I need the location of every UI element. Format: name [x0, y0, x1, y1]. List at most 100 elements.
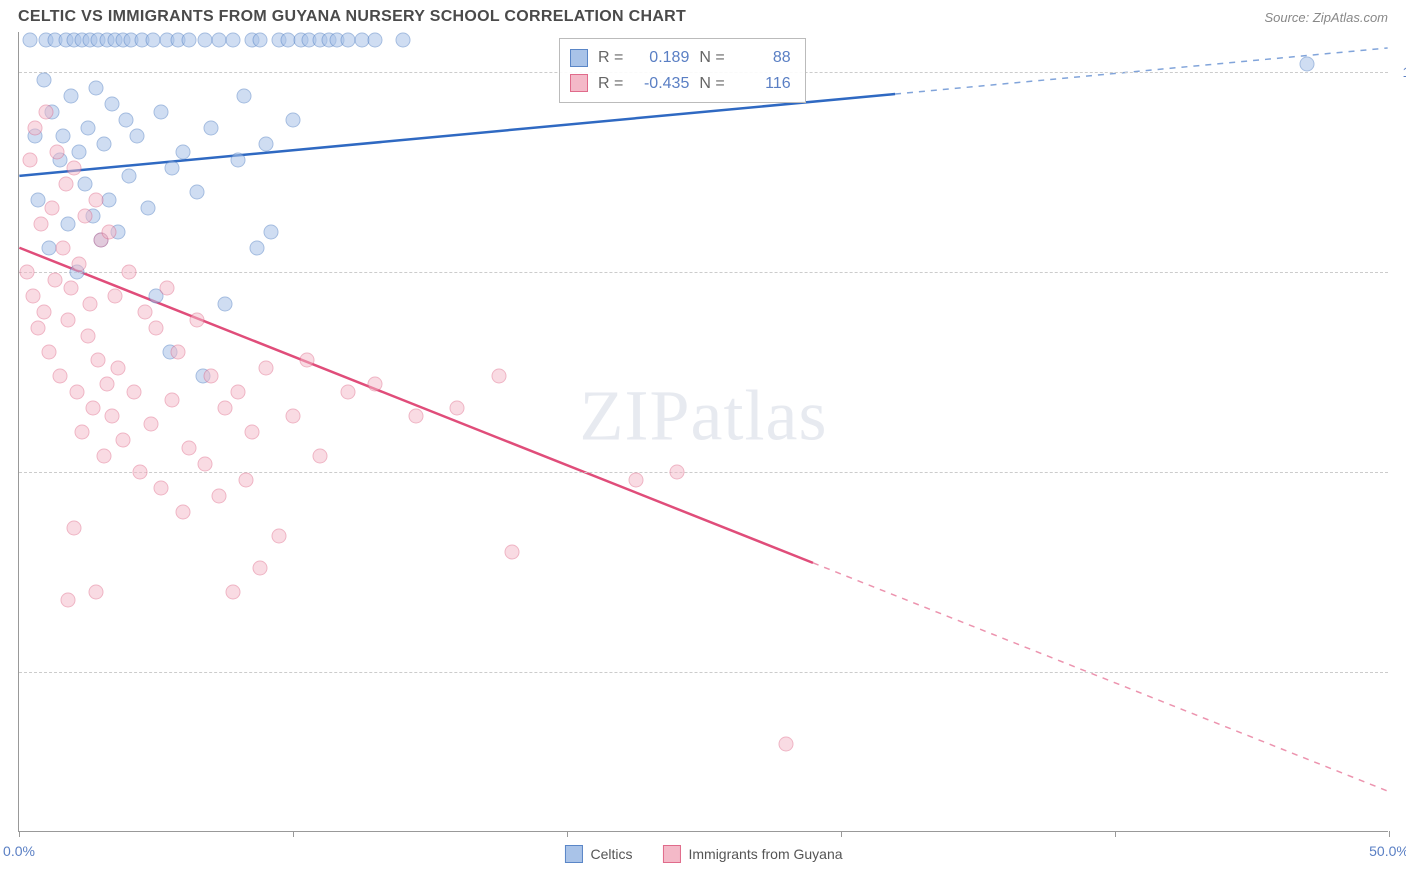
- data-point: [102, 193, 117, 208]
- data-point: [395, 33, 410, 48]
- data-point: [69, 385, 84, 400]
- data-point: [132, 465, 147, 480]
- data-point: [61, 217, 76, 232]
- data-point: [258, 137, 273, 152]
- chart-header: CELTIC VS IMMIGRANTS FROM GUYANA NURSERY…: [0, 0, 1406, 32]
- stat-n-guyana: 116: [735, 71, 791, 97]
- data-point: [129, 129, 144, 144]
- x-tick-label: 0.0%: [3, 843, 35, 859]
- stat-r-label: R =: [598, 71, 623, 97]
- data-point: [154, 481, 169, 496]
- data-point: [22, 33, 37, 48]
- stat-n-celtics: 88: [735, 45, 791, 71]
- data-point: [181, 33, 196, 48]
- data-point: [239, 473, 254, 488]
- data-point: [96, 137, 111, 152]
- data-point: [140, 201, 155, 216]
- x-tick: [19, 831, 20, 837]
- data-point: [299, 353, 314, 368]
- chart-title: CELTIC VS IMMIGRANTS FROM GUYANA NURSERY…: [18, 8, 686, 26]
- swatch-guyana: [570, 74, 588, 92]
- data-point: [203, 121, 218, 136]
- data-point: [253, 33, 268, 48]
- data-point: [149, 321, 164, 336]
- data-point: [231, 153, 246, 168]
- data-point: [55, 241, 70, 256]
- data-point: [116, 433, 131, 448]
- x-tick: [293, 831, 294, 837]
- x-tick: [1115, 831, 1116, 837]
- x-tick-label: 50.0%: [1369, 843, 1406, 859]
- data-point: [64, 89, 79, 104]
- data-point: [28, 121, 43, 136]
- data-point: [1299, 57, 1314, 72]
- data-point: [505, 545, 520, 560]
- data-point: [99, 377, 114, 392]
- data-point: [61, 593, 76, 608]
- stat-r-celtics: 0.189: [633, 45, 689, 71]
- x-tick: [567, 831, 568, 837]
- data-point: [77, 209, 92, 224]
- data-point: [121, 265, 136, 280]
- data-point: [88, 81, 103, 96]
- data-point: [190, 313, 205, 328]
- data-point: [105, 409, 120, 424]
- data-point: [154, 105, 169, 120]
- data-point: [253, 561, 268, 576]
- x-tick: [841, 831, 842, 837]
- stats-legend-box: R = 0.189 N = 88 R = -0.435 N = 116: [559, 38, 806, 103]
- gridline-h: [19, 672, 1388, 673]
- legend-label-guyana: Immigrants from Guyana: [688, 846, 842, 862]
- data-point: [83, 297, 98, 312]
- stat-r-guyana: -0.435: [633, 71, 689, 97]
- y-tick-label: 100.0%: [1403, 64, 1406, 80]
- data-point: [127, 385, 142, 400]
- data-point: [20, 265, 35, 280]
- data-point: [313, 449, 328, 464]
- data-point: [118, 113, 133, 128]
- stat-n-label: N =: [699, 71, 724, 97]
- data-point: [170, 345, 185, 360]
- data-point: [72, 145, 87, 160]
- data-point: [203, 369, 218, 384]
- data-point: [225, 33, 240, 48]
- data-point: [107, 289, 122, 304]
- data-point: [75, 425, 90, 440]
- data-point: [64, 281, 79, 296]
- data-point: [138, 305, 153, 320]
- data-point: [258, 361, 273, 376]
- stat-n-label: N =: [699, 45, 724, 71]
- data-point: [31, 321, 46, 336]
- data-point: [77, 177, 92, 192]
- data-point: [450, 401, 465, 416]
- data-point: [121, 169, 136, 184]
- data-point: [286, 113, 301, 128]
- data-point: [91, 353, 106, 368]
- x-tick: [1389, 831, 1390, 837]
- data-point: [143, 417, 158, 432]
- gridline-h: [19, 272, 1388, 273]
- data-point: [72, 257, 87, 272]
- gridline-h: [19, 472, 1388, 473]
- data-point: [61, 313, 76, 328]
- data-point: [264, 225, 279, 240]
- legend-label-celtics: Celtics: [590, 846, 632, 862]
- data-point: [491, 369, 506, 384]
- data-point: [236, 89, 251, 104]
- data-point: [779, 737, 794, 752]
- data-point: [42, 345, 57, 360]
- data-point: [102, 225, 117, 240]
- data-point: [66, 521, 81, 536]
- data-point: [212, 489, 227, 504]
- watermark-strong: ZIP: [580, 375, 691, 455]
- data-point: [85, 401, 100, 416]
- data-point: [217, 401, 232, 416]
- data-point: [165, 161, 180, 176]
- data-point: [22, 153, 37, 168]
- data-point: [80, 121, 95, 136]
- legend-item-celtics: Celtics: [564, 845, 632, 863]
- data-point: [88, 585, 103, 600]
- chart-source: Source: ZipAtlas.com: [1264, 10, 1388, 25]
- data-point: [44, 201, 59, 216]
- data-point: [409, 409, 424, 424]
